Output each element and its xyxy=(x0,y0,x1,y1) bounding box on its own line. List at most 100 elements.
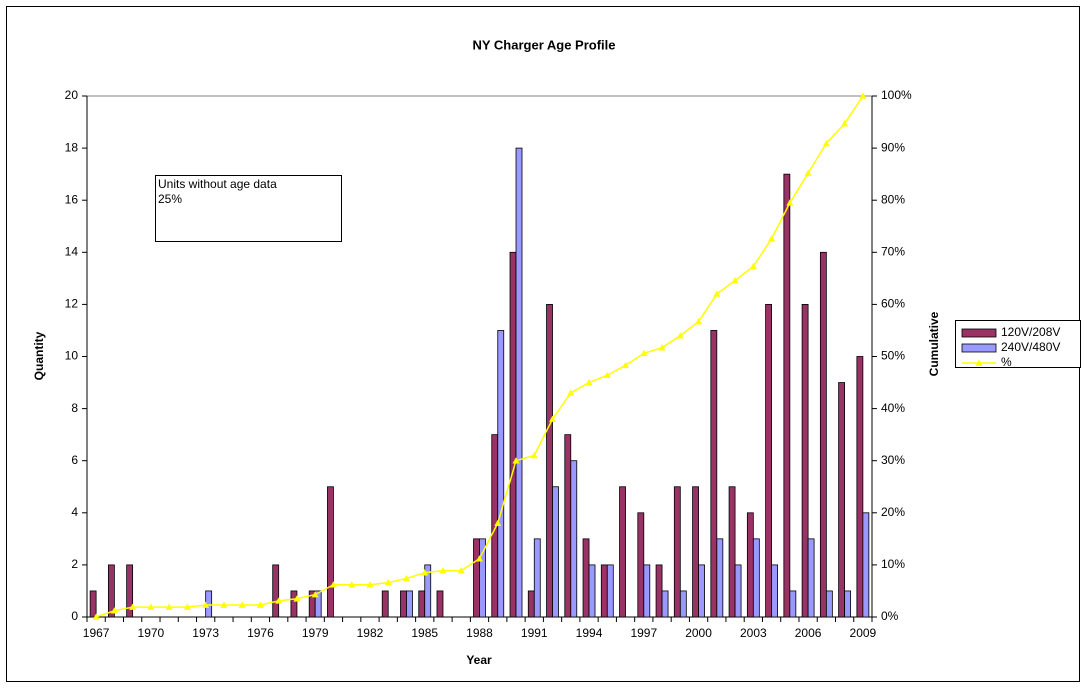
bar xyxy=(497,330,505,618)
line-marker xyxy=(293,595,301,602)
line-marker xyxy=(530,451,538,459)
x-tick-label: 1982 xyxy=(357,626,384,640)
line-marker xyxy=(439,567,447,574)
x-tick-label: 1970 xyxy=(138,626,165,640)
line-marker xyxy=(348,581,356,588)
x-tick-label: 1967 xyxy=(83,626,110,640)
y2-tick-label: 60% xyxy=(881,297,905,311)
legend-label: % xyxy=(1001,355,1012,369)
line-marker xyxy=(165,603,173,610)
bar xyxy=(825,590,833,618)
line-marker xyxy=(494,519,502,527)
bar xyxy=(533,538,541,618)
bar xyxy=(643,564,651,618)
y2-tick-label: 40% xyxy=(881,401,905,415)
bar xyxy=(838,382,846,618)
x-tick-label: 1991 xyxy=(521,626,548,640)
y-tick-label: 4 xyxy=(71,505,78,519)
x-tick-label: 1973 xyxy=(192,626,219,640)
line-marker xyxy=(695,318,703,325)
line-marker xyxy=(859,92,867,99)
legend-swatch xyxy=(961,328,997,338)
x-tick-label: 1976 xyxy=(247,626,274,640)
y2-axis-label: Cumulative xyxy=(927,311,941,376)
bar xyxy=(679,590,687,618)
line-marker xyxy=(804,169,812,176)
y2-tick-label: 70% xyxy=(881,244,905,258)
line-marker xyxy=(92,613,100,620)
bar xyxy=(564,434,572,618)
bar xyxy=(655,564,663,618)
bar xyxy=(765,303,772,618)
line-marker xyxy=(768,235,776,242)
line-marker xyxy=(822,139,830,147)
line-marker xyxy=(421,569,429,576)
bar xyxy=(107,564,115,618)
y-tick-label: 18 xyxy=(65,140,79,154)
line-marker xyxy=(640,349,648,357)
chart-border xyxy=(6,6,1080,682)
annotation-line: Units without age data xyxy=(158,177,277,191)
bar xyxy=(637,512,645,618)
bar xyxy=(734,564,742,618)
x-tick-label: 2009 xyxy=(850,626,877,640)
line-marker xyxy=(731,276,739,284)
y-tick-label: 10 xyxy=(65,349,79,363)
x-tick-label: 2003 xyxy=(740,626,767,640)
y-tick-label: 16 xyxy=(65,192,79,206)
y2-tick-label: 100% xyxy=(881,88,912,102)
line-marker xyxy=(275,597,283,604)
bar xyxy=(570,460,578,618)
bar xyxy=(552,486,559,618)
bar xyxy=(588,564,596,618)
bar xyxy=(692,486,699,618)
line-marker xyxy=(567,389,575,396)
line-marker xyxy=(183,603,191,610)
bar xyxy=(862,512,870,618)
bar xyxy=(710,330,718,618)
bar xyxy=(89,590,97,618)
legend-swatch xyxy=(961,343,997,353)
bar xyxy=(290,590,298,618)
bar xyxy=(126,564,134,618)
bar xyxy=(746,512,754,618)
bar xyxy=(400,590,407,618)
bar xyxy=(509,251,517,618)
y-tick-label: 0 xyxy=(71,609,78,623)
bar xyxy=(752,538,760,618)
bar xyxy=(424,564,432,618)
legend-label: 120V/208V xyxy=(1001,325,1060,339)
bar xyxy=(406,590,413,618)
y2-tick-label: 90% xyxy=(881,140,905,154)
line-marker xyxy=(202,601,210,608)
line-marker xyxy=(585,379,593,386)
bar xyxy=(856,356,864,618)
bar xyxy=(783,173,791,618)
line-marker xyxy=(220,601,228,608)
y2-tick-label: 10% xyxy=(881,557,905,571)
bar xyxy=(844,590,852,618)
line-marker xyxy=(147,603,155,610)
y-tick-label: 6 xyxy=(71,453,78,467)
y-tick-label: 2 xyxy=(71,557,78,571)
line-marker xyxy=(549,415,557,422)
bar xyxy=(606,564,614,618)
bar xyxy=(479,538,486,618)
bar xyxy=(582,538,590,618)
bar xyxy=(771,564,778,618)
annotation-line: 25% xyxy=(158,192,182,206)
line-marker xyxy=(841,120,849,127)
line-marker xyxy=(622,361,630,369)
line-marker xyxy=(110,607,118,614)
x-tick-label: 1994 xyxy=(576,626,603,640)
y2-tick-label: 30% xyxy=(881,453,905,467)
bar xyxy=(272,564,280,618)
legend-label: 240V/480V xyxy=(1001,340,1060,354)
line-marker xyxy=(238,601,246,608)
x-tick-label: 1979 xyxy=(302,626,329,640)
bar xyxy=(314,590,322,618)
y-tick-label: 8 xyxy=(71,401,78,415)
legend-swatch xyxy=(975,359,983,366)
line-marker xyxy=(129,603,137,610)
